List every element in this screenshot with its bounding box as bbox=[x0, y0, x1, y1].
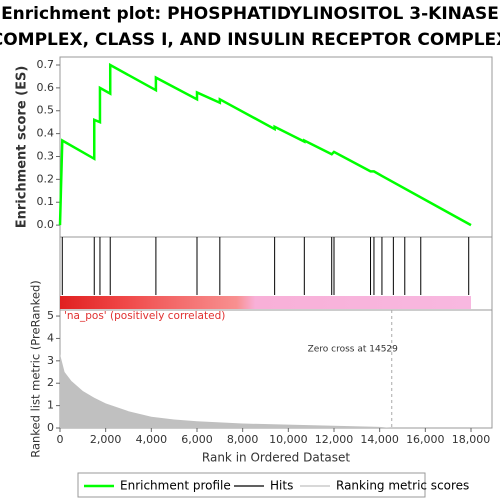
legend-label: Hits bbox=[270, 479, 293, 493]
chart-title: COMPLEX, CLASS I, AND INSULIN RECEPTOR C… bbox=[0, 30, 500, 50]
y-tick-label: 0.7 bbox=[37, 58, 55, 71]
legend bbox=[77, 472, 426, 498]
x-tick-label: 10,000 bbox=[269, 433, 308, 446]
zero-cross-label: Zero cross at 14529 bbox=[308, 344, 399, 354]
y-tick-label: 1 bbox=[47, 399, 54, 412]
y-tick-label: 3 bbox=[47, 354, 54, 367]
y-tick-label: 0.5 bbox=[37, 104, 55, 117]
x-tick-label: 6,000 bbox=[181, 433, 213, 446]
y-tick-label: 0 bbox=[47, 421, 54, 434]
annotation: 'na_pos' (positively correlated) bbox=[64, 310, 225, 322]
y-tick-label: 4 bbox=[47, 331, 54, 344]
y-axis-label: Enrichment score (ES) bbox=[15, 66, 30, 229]
y-tick-label: 0.4 bbox=[37, 127, 55, 140]
x-tick-label: 0 bbox=[57, 433, 64, 446]
x-tick-label: 16,000 bbox=[406, 433, 445, 446]
y-tick-label: 0.0 bbox=[37, 218, 55, 231]
chart-title: Enrichment plot: PHOSPHATIDYLINOSITOL 3-… bbox=[1, 4, 499, 24]
legend-label: Ranking metric scores bbox=[336, 479, 469, 493]
rank-color-bar bbox=[60, 296, 471, 309]
y-tick-label: 0.6 bbox=[37, 81, 55, 94]
es-line bbox=[58, 62, 472, 227]
y-tick-label: 0.3 bbox=[37, 149, 55, 162]
x-tick-label: 14,000 bbox=[360, 433, 399, 446]
x-tick-label: 4,000 bbox=[136, 433, 168, 446]
x-tick-label: 18,000 bbox=[452, 433, 491, 446]
y-tick-label: 5 bbox=[47, 309, 54, 322]
y-axis-label: Ranked list metric (PreRanked) bbox=[29, 280, 43, 458]
plot-frame bbox=[59, 56, 493, 429]
y-tick-label: 0.2 bbox=[37, 172, 55, 185]
metric-area bbox=[60, 354, 392, 428]
x-tick-label: 12,000 bbox=[315, 433, 354, 446]
x-axis-label: Rank in Ordered Dataset bbox=[202, 451, 350, 465]
y-tick-label: 0.1 bbox=[37, 195, 55, 208]
y-tick-label: 2 bbox=[47, 376, 54, 389]
legend-label: Enrichment profile bbox=[120, 479, 231, 493]
x-tick-label: 8,000 bbox=[227, 433, 259, 446]
x-tick-label: 2,000 bbox=[90, 433, 122, 446]
